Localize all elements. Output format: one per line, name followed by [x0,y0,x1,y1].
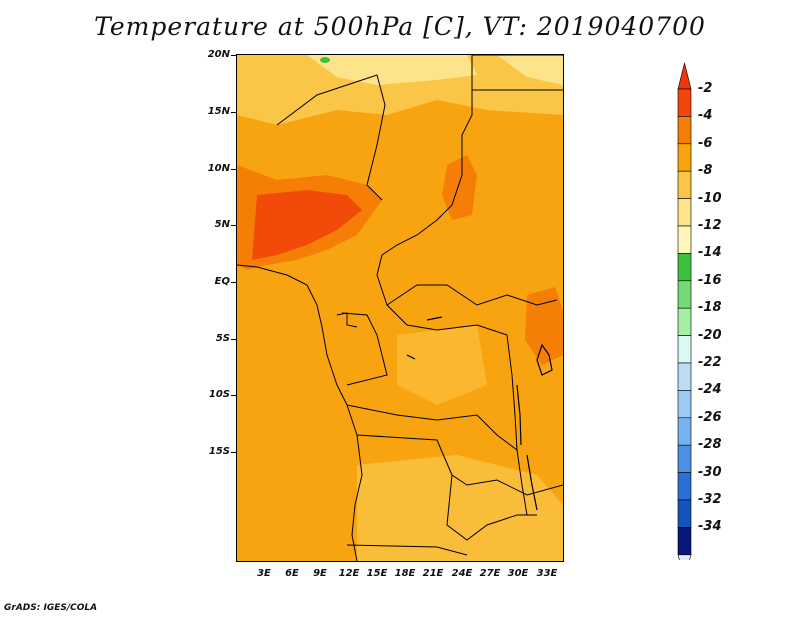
colorbar-over-triangle [677,62,692,90]
colorbar-label: -16 [698,272,722,288]
map-title: Temperature at 500hPa [C], VT: 201904070… [94,12,706,41]
lat-label-15n: 15N [207,106,230,117]
sahara-cool-zone [307,55,477,85]
east-africa-warm-zone [525,287,563,365]
colorbar-label: -14 [698,245,722,261]
colorbar-swatch [677,527,692,556]
map-canvas [237,55,563,561]
lon-label-9e: 9E [313,568,327,579]
lon-label-15e: 15E [366,568,388,579]
colorbar-swatch [677,362,692,391]
colorbar-swatch [677,444,692,473]
lat-label-20n: 20N [207,49,230,60]
lat-label-5s: 5S [215,333,230,344]
southern-cool-zone [357,455,563,561]
country-borders [237,55,563,561]
colorbar-label: -26 [698,409,722,425]
lon-label-30e: 30E [507,568,529,579]
colorbar-label: -32 [698,492,722,507]
colorbar-label: -28 [698,437,722,453]
colorbar-swatch [677,280,692,309]
lakes [406,316,553,511]
northern-band [237,55,563,125]
colorbar-label: -22 [698,355,722,370]
lat-label-5n: 5N [214,219,230,230]
colorbar-swatch [677,417,692,446]
colorbar-swatch [677,88,692,117]
colorbar-label: -2 [698,81,713,96]
lon-label-27e: 27E [479,568,501,579]
colorbar-swatch [677,225,692,254]
colorbar-label: -8 [698,163,713,179]
lat-label-15s: 15S [208,446,230,457]
colorbar-swatch [677,198,692,227]
lon-label-18e: 18E [394,568,416,579]
northeast-cool-zone [497,55,563,85]
congo-cool-zone [397,325,487,405]
sudan-warm-zone [442,155,477,220]
lon-label-24e: 24E [451,568,473,579]
colorbar-swatch [677,116,692,145]
temperature-map [236,54,564,562]
lat-label-10s: 10S [208,389,230,400]
lat-tick [231,55,236,56]
lon-label-12e: 12E [338,568,360,579]
colorbar [677,62,692,560]
colorbar-label: -10 [698,190,722,206]
colorbar-swatches [677,62,692,560]
colorbar-label: -12 [698,218,722,233]
lat-label-10n: 10N [207,163,230,174]
colorbar-label: -34 [698,519,722,535]
lat-tick [231,112,236,113]
lon-label-6e: 6E [285,568,299,579]
colorbar-label: -20 [698,327,722,343]
colorbar-label: -30 [698,464,722,480]
lat-tick [231,282,236,283]
colorbar-label: -18 [698,300,722,316]
lat-tick [231,225,236,226]
colorbar-under-triangle [677,554,692,560]
cold-spot [320,57,330,63]
lat-tick [231,452,236,453]
colorbar-label: -6 [698,135,713,151]
colorbar-label: -24 [698,382,722,398]
lat-tick [231,339,236,340]
colorbar-swatch [677,390,692,419]
colorbar-label: -4 [698,108,713,124]
west-africa-hot-core [252,190,362,260]
colorbar-swatch [677,307,692,336]
lon-label-33e: 33E [536,568,558,579]
colorbar-swatch [677,143,692,172]
lon-label-21e: 21E [422,568,444,579]
lat-tick [231,169,236,170]
lat-label-eq: EQ [214,276,230,287]
grads-credit: GrADS: IGES/COLA [4,603,98,613]
lat-tick [231,395,236,396]
colorbar-swatch [677,170,692,199]
colorbar-swatch [677,472,692,501]
colorbar-swatch [677,335,692,364]
colorbar-swatch [677,253,692,282]
colorbar-swatch [677,499,692,528]
lon-label-3e: 3E [257,568,271,579]
